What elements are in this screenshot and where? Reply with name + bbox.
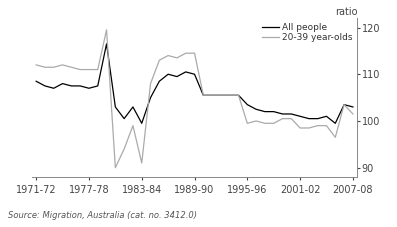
20-39 year-olds [175, 57, 179, 59]
All people [60, 82, 65, 85]
All people [351, 106, 355, 108]
All people [280, 113, 285, 115]
20-39 year-olds [227, 94, 232, 97]
20-39 year-olds [315, 124, 320, 127]
All people [236, 94, 241, 97]
20-39 year-olds [262, 122, 267, 125]
All people [254, 108, 258, 111]
All people [271, 110, 276, 113]
20-39 year-olds [333, 136, 338, 139]
All people [210, 94, 214, 97]
Legend: All people, 20-39 year-olds: All people, 20-39 year-olds [262, 23, 353, 42]
All people [148, 96, 153, 99]
20-39 year-olds [87, 68, 91, 71]
Line: 20-39 year-olds: 20-39 year-olds [36, 30, 353, 168]
All people [192, 73, 197, 76]
20-39 year-olds [122, 148, 127, 150]
20-39 year-olds [60, 64, 65, 66]
Line: All people: All people [36, 44, 353, 123]
20-39 year-olds [245, 122, 250, 125]
All people [51, 87, 56, 90]
All people [183, 71, 188, 73]
20-39 year-olds [113, 166, 118, 169]
20-39 year-olds [148, 82, 153, 85]
All people [42, 85, 47, 87]
All people [131, 106, 135, 108]
20-39 year-olds [236, 94, 241, 97]
20-39 year-olds [51, 66, 56, 69]
Text: Source: Migration, Australia (cat. no. 3412.0): Source: Migration, Australia (cat. no. 3… [8, 211, 197, 220]
20-39 year-olds [271, 122, 276, 125]
20-39 year-olds [131, 124, 135, 127]
All people [227, 94, 232, 97]
All people [201, 94, 206, 97]
20-39 year-olds [289, 117, 294, 120]
20-39 year-olds [324, 124, 329, 127]
All people [157, 80, 162, 83]
All people [95, 85, 100, 87]
All people [324, 115, 329, 118]
All people [122, 117, 127, 120]
Text: ratio: ratio [335, 7, 357, 17]
All people [218, 94, 223, 97]
All people [87, 87, 91, 90]
All people [298, 115, 303, 118]
20-39 year-olds [104, 28, 109, 31]
All people [113, 106, 118, 108]
20-39 year-olds [78, 68, 83, 71]
20-39 year-olds [183, 52, 188, 54]
All people [306, 117, 311, 120]
20-39 year-olds [218, 94, 223, 97]
20-39 year-olds [342, 103, 347, 106]
20-39 year-olds [42, 66, 47, 69]
All people [139, 122, 144, 125]
20-39 year-olds [306, 127, 311, 129]
All people [315, 117, 320, 120]
20-39 year-olds [280, 117, 285, 120]
All people [104, 42, 109, 45]
All people [262, 110, 267, 113]
All people [69, 85, 74, 87]
All people [342, 103, 347, 106]
20-39 year-olds [166, 54, 171, 57]
All people [289, 113, 294, 115]
20-39 year-olds [298, 127, 303, 129]
20-39 year-olds [95, 68, 100, 71]
20-39 year-olds [69, 66, 74, 69]
20-39 year-olds [192, 52, 197, 54]
All people [175, 75, 179, 78]
All people [78, 85, 83, 87]
All people [333, 122, 338, 125]
20-39 year-olds [210, 94, 214, 97]
All people [245, 103, 250, 106]
20-39 year-olds [351, 113, 355, 115]
20-39 year-olds [254, 120, 258, 122]
All people [166, 73, 171, 76]
20-39 year-olds [157, 59, 162, 62]
20-39 year-olds [201, 94, 206, 97]
20-39 year-olds [34, 64, 39, 66]
20-39 year-olds [139, 162, 144, 164]
All people [34, 80, 39, 83]
